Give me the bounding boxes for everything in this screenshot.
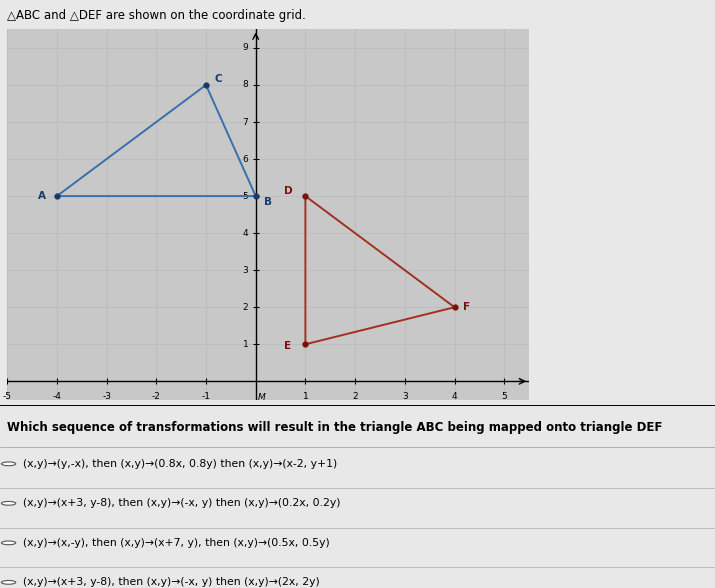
Text: B: B	[264, 196, 272, 206]
Text: (x,y)→(y,-x), then (x,y)→(0.8x, 0.8y) then (x,y)→(x-2, y+1): (x,y)→(y,-x), then (x,y)→(0.8x, 0.8y) th…	[23, 459, 337, 469]
Text: E: E	[285, 341, 292, 351]
Text: (x,y)→(x,-y), then (x,y)→(x+7, y), then (x,y)→(0.5x, 0.5y): (x,y)→(x,-y), then (x,y)→(x+7, y), then …	[23, 538, 330, 548]
Circle shape	[1, 541, 16, 544]
Text: 5: 5	[501, 392, 507, 402]
Text: A: A	[38, 191, 46, 201]
Text: 1: 1	[302, 392, 308, 402]
Text: 6: 6	[242, 155, 248, 163]
Text: Which sequence of transformations will result in the triangle ABC being mapped o: Which sequence of transformations will r…	[7, 420, 663, 433]
Text: -1: -1	[202, 392, 210, 402]
Text: 7: 7	[242, 118, 248, 126]
Text: -5: -5	[3, 392, 11, 402]
Text: F: F	[463, 302, 470, 312]
Circle shape	[1, 502, 16, 505]
Text: 4: 4	[452, 392, 458, 402]
Text: (x,y)→(x+3, y-8), then (x,y)→(-x, y) then (x,y)→(2x, 2y): (x,y)→(x+3, y-8), then (x,y)→(-x, y) the…	[23, 577, 320, 587]
Text: -4: -4	[52, 392, 61, 402]
Text: 2: 2	[352, 392, 358, 402]
Circle shape	[1, 462, 16, 466]
Text: M: M	[258, 393, 265, 402]
Text: 1: 1	[242, 340, 248, 349]
Text: -3: -3	[102, 392, 111, 402]
Text: 4: 4	[242, 229, 248, 238]
Text: D: D	[284, 186, 292, 196]
Circle shape	[1, 580, 16, 584]
Text: (x,y)→(x+3, y-8), then (x,y)→(-x, y) then (x,y)→(0.2x, 0.2y): (x,y)→(x+3, y-8), then (x,y)→(-x, y) the…	[23, 498, 340, 509]
Text: -2: -2	[152, 392, 161, 402]
Text: C: C	[214, 75, 222, 85]
Text: 2: 2	[242, 303, 248, 312]
Text: 8: 8	[242, 81, 248, 89]
Text: △ABC and △DEF are shown on the coordinate grid.: △ABC and △DEF are shown on the coordinat…	[7, 9, 306, 22]
Text: 5: 5	[242, 192, 248, 201]
Text: 3: 3	[242, 266, 248, 275]
Text: 9: 9	[242, 44, 248, 52]
Text: 3: 3	[402, 392, 408, 402]
